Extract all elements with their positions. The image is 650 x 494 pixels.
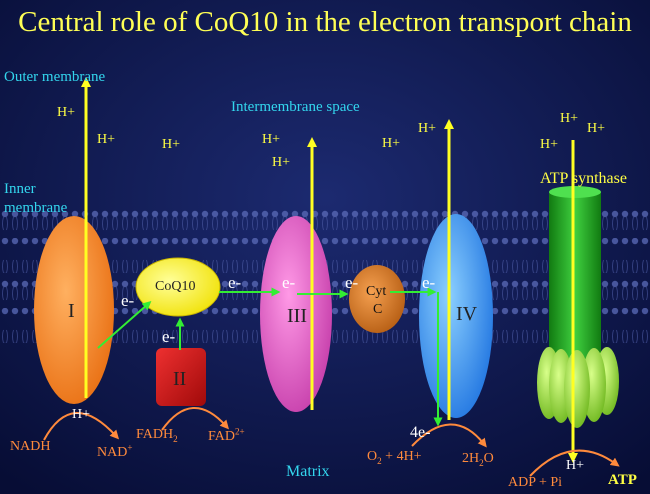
proton-label: H+	[97, 132, 116, 147]
complex-ii-shape	[156, 348, 206, 406]
proton-label: H+	[262, 132, 281, 147]
complex-i-label: I	[68, 300, 75, 322]
proton-label: H+	[560, 111, 579, 126]
cytc-shape	[349, 265, 405, 333]
electron-label: e-	[121, 291, 135, 310]
proton-label: H+	[162, 137, 181, 152]
electron-label: e-	[345, 273, 359, 292]
proton-label: H+	[587, 121, 606, 136]
cytc-label-line2: C	[373, 302, 383, 317]
four-electron-label: 4e-	[410, 424, 431, 441]
proton-label: H+	[382, 136, 401, 151]
inner-membrane-label-line1: Inner	[4, 181, 36, 197]
outer-membrane-label: Outer membrane	[4, 69, 106, 85]
atp-reaction-arc	[529, 449, 620, 477]
fadh2-label: FADH2	[136, 427, 178, 444]
electron-label: e-	[282, 273, 296, 292]
proton-label-matrix: H+	[72, 407, 91, 422]
electron-arrow-complex-i-to-coq10	[97, 301, 152, 349]
fadh2-reaction-arc	[161, 407, 230, 431]
complex-iv-label: IV	[456, 303, 478, 325]
proton-label-matrix: H+	[566, 458, 585, 473]
water-label: 2H2O	[462, 451, 494, 468]
proton-label: H+	[418, 121, 437, 136]
atp-label: ATP	[608, 472, 637, 488]
complex-i-shape	[34, 216, 114, 404]
coq10-label: CoQ10	[155, 279, 196, 294]
inner-membrane-label-line2: membrane	[4, 200, 68, 216]
matrix-label: Matrix	[286, 463, 330, 480]
cytc-label-line1: Cyt	[366, 284, 387, 299]
proton-label: H+	[540, 137, 559, 152]
diagram-title: Central role of CoQ10 in the electron tr…	[18, 6, 632, 38]
electron-label: e-	[228, 273, 242, 292]
oxygen-label: O2 + 4H+	[367, 449, 422, 466]
atp-synthase-shape	[537, 186, 619, 428]
intermembrane-space-label: Intermembrane space	[231, 99, 360, 115]
coq10-shape	[135, 257, 221, 317]
atp-synthase-label: ATP synthase	[540, 170, 627, 187]
proton-label: H+	[57, 105, 76, 120]
complex-ii-label: II	[173, 368, 187, 390]
adp-pi-label: ADP + Pi	[508, 475, 563, 490]
oxygen-reaction-arc	[411, 423, 487, 448]
nadh-reaction-arc	[43, 412, 120, 441]
electron-label: e-	[162, 327, 176, 346]
fad-label: FAD2+	[208, 426, 245, 444]
proton-label: H+	[272, 155, 291, 170]
complex-iii-shape	[260, 216, 332, 412]
nadh-label: NADH	[10, 439, 51, 454]
electron-label: e-	[422, 273, 436, 292]
complex-iii-label: III	[287, 305, 307, 327]
nad-plus-label: NAD+	[97, 442, 133, 460]
